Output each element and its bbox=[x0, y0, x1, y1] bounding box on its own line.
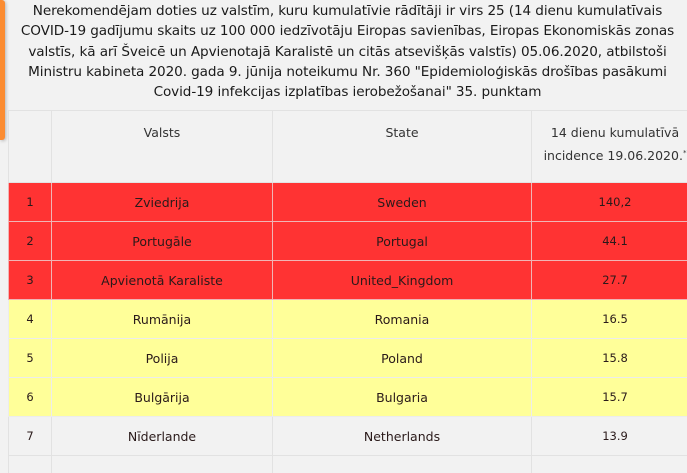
country-lv: Nīderlande bbox=[51, 416, 273, 456]
country-en bbox=[272, 455, 532, 473]
row-number: 1 bbox=[8, 182, 52, 222]
country-lv: Polija bbox=[51, 338, 273, 378]
row-number: 7 bbox=[8, 416, 52, 456]
incidence-value bbox=[531, 455, 687, 473]
country-en: United_Kingdom bbox=[272, 260, 532, 300]
row-number: 2 bbox=[8, 221, 52, 261]
country-lv: Zviedrija bbox=[51, 182, 273, 222]
country-en: Sweden bbox=[272, 182, 532, 222]
country-en: Poland bbox=[272, 338, 532, 378]
table-row: 4 Rumānija Romania 16.5 bbox=[8, 299, 687, 339]
country-lv: Bulgārija bbox=[51, 377, 273, 417]
accent-bar bbox=[0, 0, 5, 140]
header-incidence-label: 14 dienu kumulatīvā incidence 19.06.2020… bbox=[543, 125, 683, 164]
footnote-mark: * bbox=[682, 149, 687, 157]
country-lv: Portugāle bbox=[51, 221, 273, 261]
row-number: 5 bbox=[8, 338, 52, 378]
incidence-value: 15.7 bbox=[531, 377, 687, 417]
incidence-value: 140,2 bbox=[531, 182, 687, 222]
country-lv: Apvienotā Karaliste bbox=[51, 260, 273, 300]
table-row-partial bbox=[8, 455, 687, 473]
incidence-value: 16.5 bbox=[531, 299, 687, 339]
table-row: 6 Bulgārija Bulgaria 15.7 bbox=[8, 377, 687, 417]
incidence-value: 44.1 bbox=[531, 221, 687, 261]
row-number: 3 bbox=[8, 260, 52, 300]
country-en: Portugal bbox=[272, 221, 532, 261]
header-country-en: State bbox=[272, 110, 532, 183]
header-incidence: 14 dienu kumulatīvā incidence 19.06.2020… bbox=[531, 110, 687, 183]
row-number: 4 bbox=[8, 299, 52, 339]
incidence-value: 15.8 bbox=[531, 338, 687, 378]
country-lv bbox=[51, 455, 273, 473]
incidence-table: Valsts State 14 dienu kumulatīvā inciden… bbox=[8, 110, 687, 473]
table-row: 3 Apvienotā Karaliste United_Kingdom 27.… bbox=[8, 260, 687, 300]
header-country-lv: Valsts bbox=[51, 110, 273, 183]
table-row: 1 Zviedrija Sweden 140,2 bbox=[8, 182, 687, 222]
country-lv: Rumānija bbox=[51, 299, 273, 339]
row-number: 6 bbox=[8, 377, 52, 417]
intro-notice: Nerekomendējam doties uz valstīm, kuru k… bbox=[20, 3, 675, 101]
country-en: Netherlands bbox=[272, 416, 532, 456]
table-row: 7 Nīderlande Netherlands 13.9 bbox=[8, 416, 687, 456]
row-number bbox=[8, 455, 52, 473]
incidence-value: 13.9 bbox=[531, 416, 687, 456]
country-en: Romania bbox=[272, 299, 532, 339]
table-row: 2 Portugāle Portugal 44.1 bbox=[8, 221, 687, 261]
table-row: 5 Polija Poland 15.8 bbox=[8, 338, 687, 378]
country-en: Bulgaria bbox=[272, 377, 532, 417]
header-number bbox=[8, 110, 52, 183]
incidence-value: 27.7 bbox=[531, 260, 687, 300]
table-header-row: Valsts State 14 dienu kumulatīvā inciden… bbox=[8, 110, 687, 183]
